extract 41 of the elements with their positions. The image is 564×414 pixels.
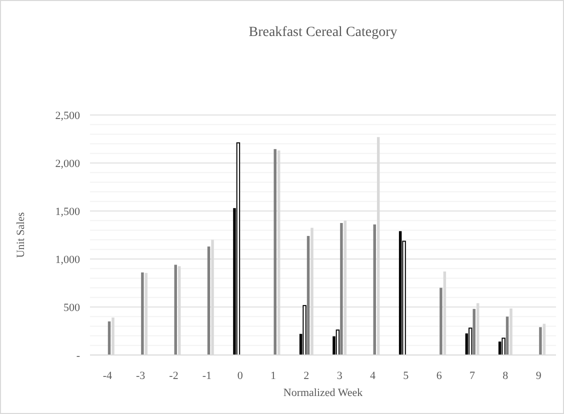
y-tick-label: 1,500 <box>55 206 80 218</box>
bar <box>141 272 144 355</box>
x-tick-label: 6 <box>436 370 442 382</box>
bar <box>398 231 402 355</box>
x-tick-label: -4 <box>102 370 112 382</box>
bar <box>373 224 376 355</box>
bar <box>440 288 442 355</box>
bar <box>174 264 177 355</box>
bar <box>274 149 276 355</box>
x-tick-label: 7 <box>470 370 476 382</box>
bar <box>502 338 506 356</box>
x-tick-label: 2 <box>304 370 310 382</box>
bar <box>302 305 306 356</box>
x-tick-label: -1 <box>202 370 212 382</box>
bar <box>340 223 343 355</box>
x-tick-label: 1 <box>270 370 276 382</box>
x-tick-label: 9 <box>536 370 542 382</box>
bar <box>506 316 509 355</box>
bar <box>306 236 310 355</box>
x-tick-label: 5 <box>403 370 410 382</box>
y-axis-title: Unit Sales <box>15 212 27 258</box>
y-tick-label: 500 <box>64 302 80 314</box>
x-axis-title: Normalized Week <box>283 387 364 399</box>
y-tick-label: 2,500 <box>55 110 80 122</box>
bar <box>207 246 210 355</box>
x-tick-label: -2 <box>169 370 178 382</box>
y-tick-label: - <box>76 350 80 362</box>
y-tick-label: 2,000 <box>55 158 80 170</box>
x-tick-label: 3 <box>336 370 343 382</box>
bar <box>108 321 111 355</box>
bar <box>539 327 542 355</box>
bar <box>468 328 472 356</box>
x-tick-label: 0 <box>237 370 244 382</box>
x-tick-label: -3 <box>136 370 146 382</box>
bar <box>336 330 340 356</box>
x-tick-label: 4 <box>370 370 376 382</box>
y-tick-label: 1,000 <box>55 254 80 266</box>
chart-title: Breakfast Cereal Category <box>248 25 398 40</box>
bar <box>472 308 476 355</box>
bar <box>236 142 240 356</box>
x-tick-label: 8 <box>502 370 509 382</box>
